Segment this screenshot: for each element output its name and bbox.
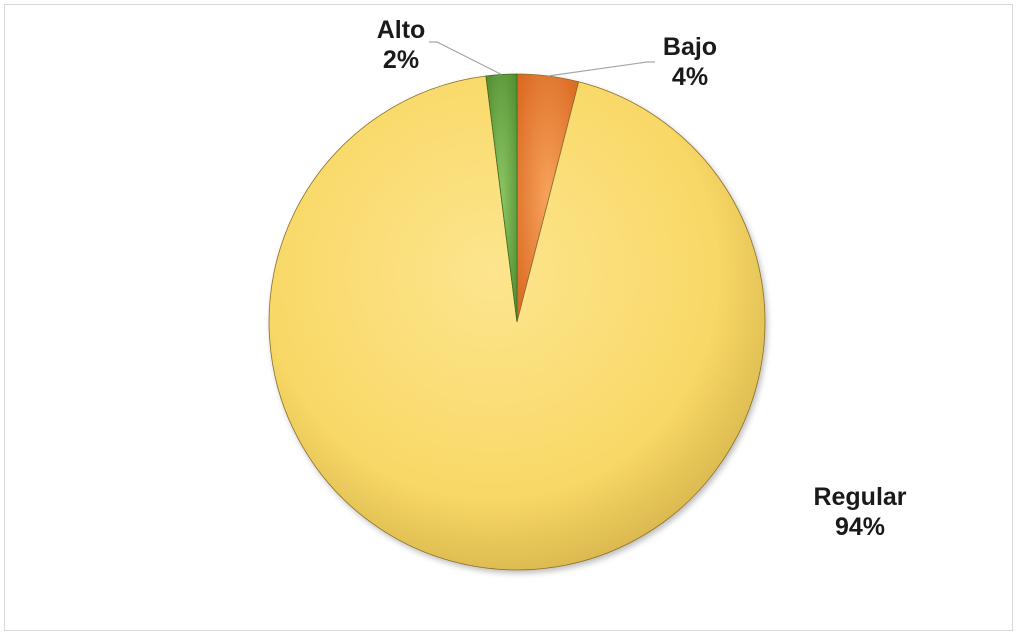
data-label-regular-percent: 94% — [835, 513, 885, 541]
data-label-regular-name: Regular — [813, 483, 906, 511]
data-label-bajo-percent: 4% — [672, 63, 708, 91]
leader-line-bajo — [548, 61, 655, 77]
pie-slice-regular — [268, 75, 766, 571]
data-label-alto-percent: 2% — [383, 46, 419, 74]
pie-chart: Bajo 4% Regular 94% Alto 2% — [268, 16, 907, 571]
leader-line-alto — [429, 41, 502, 76]
data-label-alto-name: Alto — [377, 16, 426, 44]
data-label-bajo-name: Bajo — [663, 33, 717, 61]
pie-slice-alto — [485, 73, 518, 323]
chart-area: Bajo 4% Regular 94% Alto 2% — [4, 4, 1013, 631]
